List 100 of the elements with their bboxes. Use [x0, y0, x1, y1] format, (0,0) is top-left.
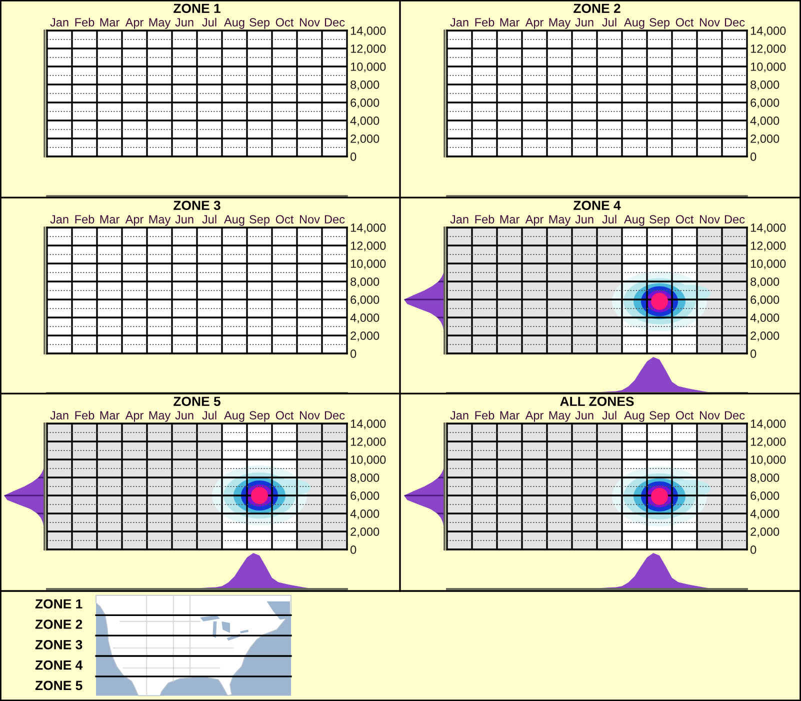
x-tick-label: Oct: [276, 215, 294, 224]
x-tick-label: Jul: [602, 214, 616, 224]
x-tick-label: Jun: [175, 215, 194, 224]
y-tick-label: 0: [750, 350, 756, 358]
y-tick-label: 4,000: [350, 314, 380, 324]
x-tick-label: May: [149, 18, 171, 29]
x-tick-label: Mar: [500, 215, 520, 224]
y-tick-label: 0: [750, 152, 756, 161]
x-tick-label: Dec: [724, 18, 745, 26]
x-tick-label: Aug: [624, 411, 644, 422]
y-tick-label: 6,000: [750, 492, 780, 502]
y-tick-label: 10,000: [350, 62, 386, 72]
y-tick-label: 0: [750, 546, 756, 554]
y-tick-label: 6,000: [350, 98, 380, 108]
x-tick-label: Jun: [175, 18, 194, 26]
x-tick-label: Oct: [676, 18, 694, 26]
y-tick-label: 2,000: [750, 528, 780, 538]
x-tick-label: Jul: [202, 18, 216, 26]
x-tick-label: Mar: [500, 18, 520, 26]
x-tick-label: Jan: [50, 18, 68, 26]
y-tick-label: 10,000: [350, 260, 386, 270]
y-tick-label: 12,000: [350, 438, 386, 448]
x-tick-label: Apr: [525, 411, 544, 422]
chart-title: ZONE 4: [574, 200, 621, 210]
y-tick-label: 14,000: [750, 26, 786, 36]
y-tick-label: 4,000: [750, 314, 780, 324]
y-tick-label: 4,000: [350, 116, 380, 126]
x-tick-label: Oct: [276, 18, 294, 26]
x-tick-label: Apr: [525, 215, 544, 226]
y-tick-label: 12,000: [750, 44, 786, 54]
y-tick-label: 2,000: [350, 134, 380, 144]
x-tick-label: Dec: [724, 411, 745, 420]
x-tick-label: Jan: [450, 18, 468, 26]
y-tick-label: 14,000: [350, 26, 386, 36]
x-tick-label: Oct: [276, 411, 294, 420]
x-tick-label: Nov: [700, 215, 720, 224]
y-tick-label: 12,000: [350, 242, 386, 252]
y-tick-label: 10,000: [750, 62, 786, 72]
y-tick-label: 8,000: [750, 474, 780, 484]
x-tick-label: Dec: [324, 215, 345, 224]
text: ZONE 2: [35, 620, 82, 629]
x-tick-label: Jun: [175, 411, 194, 420]
text: ZONE 4: [35, 660, 83, 670]
x-tick-label: Nov: [300, 215, 320, 224]
x-tick-label: Jul: [202, 410, 216, 420]
y-tick-label: 10,000: [350, 456, 386, 466]
x-tick-label: May: [149, 411, 171, 422]
x-tick-label: Dec: [324, 18, 345, 26]
x-tick-label: Jan: [50, 411, 68, 420]
x-tick-label: Mar: [100, 18, 120, 26]
x-tick-label: Sep: [650, 411, 670, 422]
x-tick-label: Feb: [475, 410, 494, 420]
y-tick-label: 14,000: [350, 224, 386, 234]
y-tick-label: 10,000: [750, 260, 786, 270]
chart-title: ZONE 5: [174, 396, 220, 406]
x-tick-label: Jul: [602, 18, 616, 26]
x-tick-label: Oct: [676, 215, 694, 224]
x-tick-label: Nov: [700, 18, 720, 26]
chart-title: ZONE 1: [174, 4, 220, 14]
x-tick-label: Dec: [724, 215, 745, 224]
y-tick-label: 8,000: [750, 278, 780, 288]
x-tick-label: Mar: [100, 215, 120, 224]
x-tick-label: Apr: [525, 18, 544, 29]
text: ZONE 5: [35, 680, 82, 690]
x-tick-label: Nov: [300, 411, 320, 420]
x-tick-label: Mar: [500, 411, 520, 420]
y-tick-label: 10,000: [750, 456, 786, 466]
x-tick-label: May: [549, 411, 571, 422]
x-tick-label: Sep: [650, 18, 670, 29]
x-tick-label: Dec: [324, 411, 345, 420]
x-tick-label: Aug: [624, 18, 644, 29]
x-tick-label: Nov: [700, 411, 720, 420]
x-tick-label: Sep: [650, 215, 670, 226]
y-tick-label: 12,000: [750, 438, 786, 448]
x-tick-label: Jan: [50, 215, 68, 224]
x-tick-label: Feb: [475, 18, 494, 26]
x-tick-label: Apr: [125, 18, 144, 29]
y-tick-label: 8,000: [350, 278, 380, 288]
x-tick-label: Aug: [224, 18, 244, 29]
x-tick-label: Jan: [450, 411, 468, 420]
x-tick-label: Feb: [75, 410, 94, 420]
chart-title: ALL ZONES: [560, 396, 634, 406]
x-tick-label: Sep: [250, 215, 270, 226]
y-tick-label: 8,000: [350, 80, 380, 90]
y-tick-label: 14,000: [350, 420, 386, 430]
y-tick-label: 6,000: [350, 492, 380, 502]
x-tick-label: Aug: [224, 215, 244, 226]
x-tick-label: May: [149, 215, 171, 226]
y-tick-label: 4,000: [750, 510, 780, 520]
text: ZONE 1: [35, 599, 82, 609]
x-tick-label: Feb: [475, 214, 494, 224]
text: ZONE 3: [35, 640, 82, 650]
x-tick-label: Feb: [75, 18, 94, 26]
y-tick-label: 2,000: [750, 134, 780, 144]
x-tick-label: Sep: [250, 18, 270, 29]
y-tick-label: 14,000: [750, 420, 786, 430]
y-tick-label: 6,000: [350, 296, 380, 306]
y-tick-label: 0: [350, 152, 356, 161]
x-tick-label: Jun: [575, 18, 594, 26]
chart-title: ZONE 2: [574, 4, 620, 14]
